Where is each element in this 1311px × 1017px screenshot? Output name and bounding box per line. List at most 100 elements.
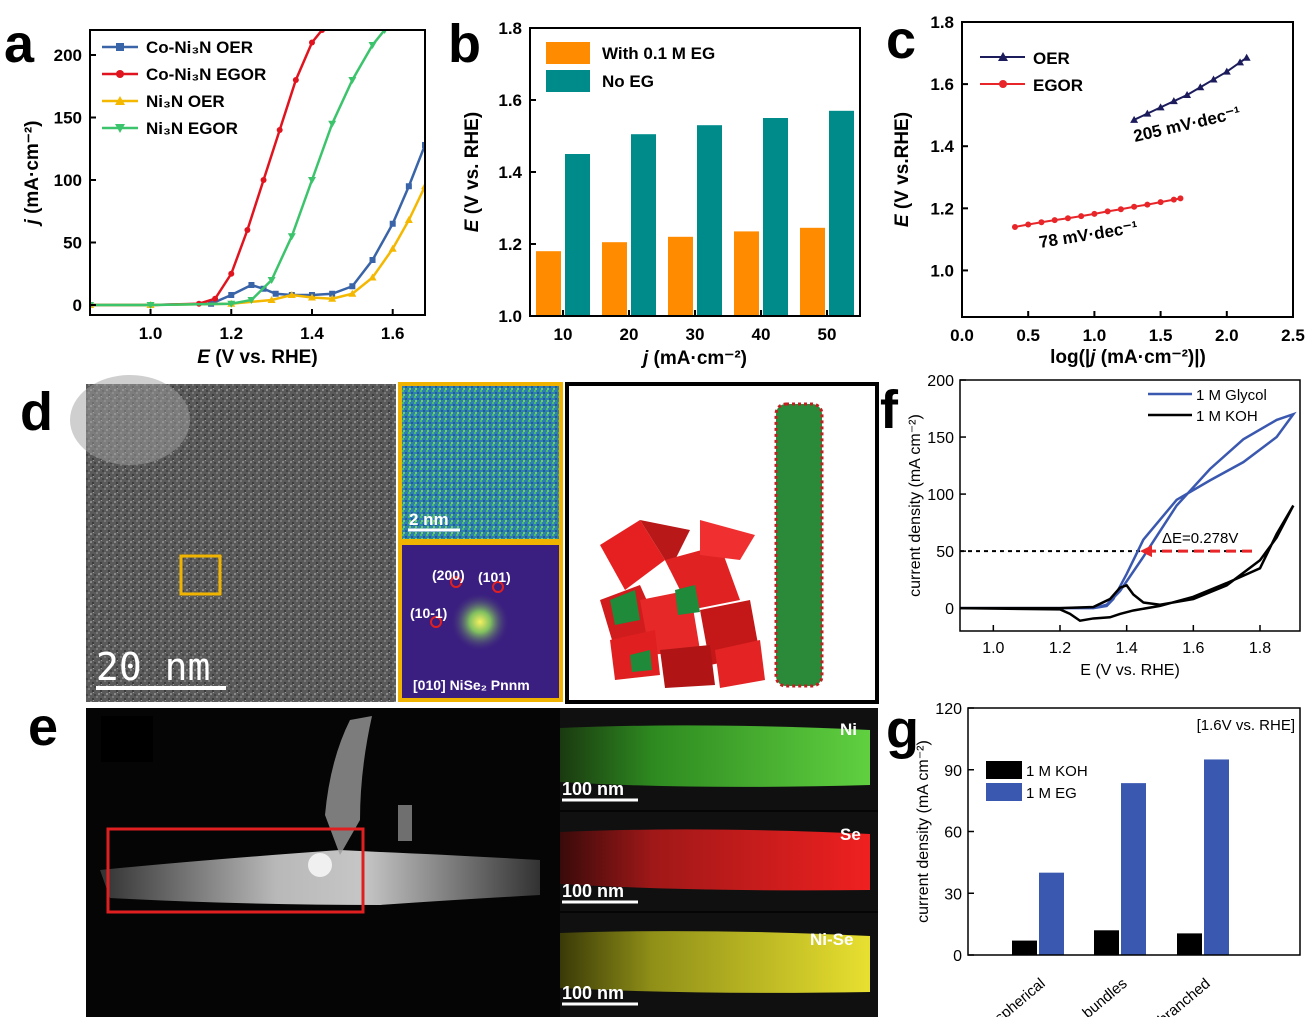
chart-b-bar — [668, 236, 693, 316]
chart-a-legend-label: Ni₃N EGOR — [146, 119, 238, 138]
chart-f-series-line-0 — [960, 411, 1297, 610]
chart-g-ytick-label: 90 — [944, 763, 962, 780]
chart-f-ytick-label: 0 — [945, 601, 954, 618]
chart-c-ytick-label: 1.6 — [930, 75, 954, 94]
chart-c-point — [1078, 213, 1085, 220]
chart-c-ylabel: E (V vs.RHE) — [892, 112, 913, 227]
chart-g-legend-label: 1 M KOH — [1026, 763, 1088, 780]
chart-a-point — [329, 290, 336, 297]
chart-a-legend-label: Ni₃N OER — [146, 92, 225, 111]
chart-b-xtick-label: 20 — [620, 325, 639, 344]
chart-f-xlabel: E (V vs. RHE) — [1080, 662, 1180, 679]
chart-c-point — [1157, 199, 1164, 206]
chart-b-bar — [602, 242, 627, 316]
chart-a-point — [368, 273, 377, 281]
chart-g-bar — [1204, 759, 1229, 955]
chart-g-xtick-label: branched — [1155, 975, 1214, 1017]
stem-redacted-box — [101, 716, 153, 762]
chart-a-point — [287, 233, 296, 241]
saed-center-spot — [450, 592, 510, 652]
chart-c-annotation-egor: 78 mV·dec⁻¹ — [1038, 218, 1140, 252]
chart-c-frame — [961, 21, 1294, 318]
chart-a-point — [328, 294, 337, 302]
chart-a-point — [328, 120, 337, 128]
chart-a-series — [90, 30, 425, 309]
chart-g-bar — [1094, 930, 1119, 955]
chart-b-xlabel: j (mA·cm⁻²) — [640, 348, 747, 369]
chart-c-ytick-label: 1.8 — [930, 13, 954, 32]
chart-c-series-line-0 — [1133, 56, 1248, 121]
chart-c-xtick-label: 0.0 — [950, 326, 974, 345]
chart-a-ytick-label: 100 — [54, 171, 82, 190]
chart-c-point — [1143, 109, 1152, 117]
chart-c-point — [1236, 58, 1245, 66]
chart-a-point — [349, 283, 356, 290]
chart-f-legend-label: 1 M Glycol — [1196, 387, 1267, 404]
chart-a-point — [307, 177, 316, 184]
eds-map-se-signal — [560, 829, 870, 891]
chart-a-point — [388, 244, 397, 252]
chart-f-cv-curves: ΔE=0.278V 1.0 1.2 1.4 1.6 1.8 0 50 100 150 200 E (V… — [907, 373, 1301, 679]
panel-d-tem: 20 nm 2 nm (200) (101) (10-1) [010] NiSe… — [70, 375, 879, 704]
chart-a-point — [272, 290, 279, 297]
chart-a-point — [405, 183, 412, 190]
panel-letter-g: g — [886, 700, 919, 760]
chart-b-bar — [631, 134, 656, 316]
chart-a-point — [389, 220, 396, 227]
chart-b-legend-swatch — [546, 42, 590, 64]
chart-c-point — [1064, 215, 1071, 222]
chart-a-legend-marker — [115, 96, 125, 105]
chart-a-point — [307, 293, 316, 301]
chart-a-ytick-label: 200 — [54, 46, 82, 65]
chart-a-series-line-0 — [90, 144, 425, 307]
chart-a-point — [228, 292, 235, 298]
chart-g-ytick-label: 30 — [944, 886, 962, 903]
chart-b-ytick-label: 1.2 — [498, 235, 522, 254]
chart-g-ytick-label: 120 — [935, 701, 962, 718]
chart-b-potential-bars: 10 20 30 40 50 1.0 1.2 1.4 1.6 1.8 j (mA·cm⁻²) E (V… — [462, 19, 861, 369]
saed-spot-101 — [492, 581, 504, 593]
nanowire-model — [776, 404, 822, 686]
chart-c-ytick-label: 1.2 — [930, 199, 954, 218]
chart-c-point — [1144, 201, 1151, 208]
chart-b-bar — [763, 118, 788, 316]
saed-label-200: (200) — [432, 567, 465, 583]
chart-b-legend-swatch — [546, 70, 590, 92]
chart-g-ytick-label: 0 — [953, 948, 962, 965]
chart-c-point — [1038, 219, 1045, 226]
chart-a-ytick-label: 0 — [73, 296, 82, 315]
chart-c-tafel-plot: 205 mV·dec⁻¹ 78 mV·dec⁻¹ 0.0 0.5 1.0 1.5 2.0 2.… — [892, 13, 1305, 368]
hrtem-scale-label: 2 nm — [409, 510, 449, 529]
chart-b-bar — [697, 125, 722, 316]
chart-g-ylabel: current density (mA cm⁻²) — [915, 740, 932, 923]
chart-b-xtick-label: 50 — [818, 325, 837, 344]
chart-a-point — [247, 297, 256, 304]
chart-c-point — [1169, 97, 1178, 105]
chart-c-xtick-label: 2.5 — [1281, 326, 1305, 345]
chart-a-point — [212, 295, 219, 302]
chart-a-point — [267, 277, 276, 284]
stem-selection-box — [106, 827, 365, 914]
chart-a-frame — [89, 29, 426, 316]
chart-g-xtick-label: spherical — [992, 975, 1049, 1017]
chart-a-point — [260, 177, 267, 183]
chart-c-point — [1025, 221, 1032, 228]
chart-a-point — [146, 302, 155, 309]
chart-b-bar — [800, 227, 825, 316]
chart-c-legend-label: OER — [1033, 49, 1070, 68]
chart-a-point — [227, 300, 236, 308]
eds-scale-label-se: 100 nm — [562, 881, 624, 901]
eds-label-ni: Ni — [840, 720, 857, 739]
crystal-structure-octahedra — [600, 520, 765, 688]
chart-a-xtick-label: 1.4 — [300, 324, 324, 343]
chart-c-point — [1177, 195, 1184, 202]
chart-f-delta-arrowhead — [1140, 545, 1152, 558]
chart-b-ytick-label: 1.4 — [498, 163, 522, 182]
nanowire-model-atoms — [774, 402, 824, 688]
chart-b-bar — [565, 154, 590, 316]
chart-b-legend-label: With 0.1 M EG — [602, 44, 715, 63]
panel-e-stem: Ni 100 nm Se 100 nm Ni-Se 100 nm — [86, 708, 878, 1017]
chart-a-point — [267, 296, 276, 303]
chart-c-legend-marker — [998, 52, 1008, 61]
